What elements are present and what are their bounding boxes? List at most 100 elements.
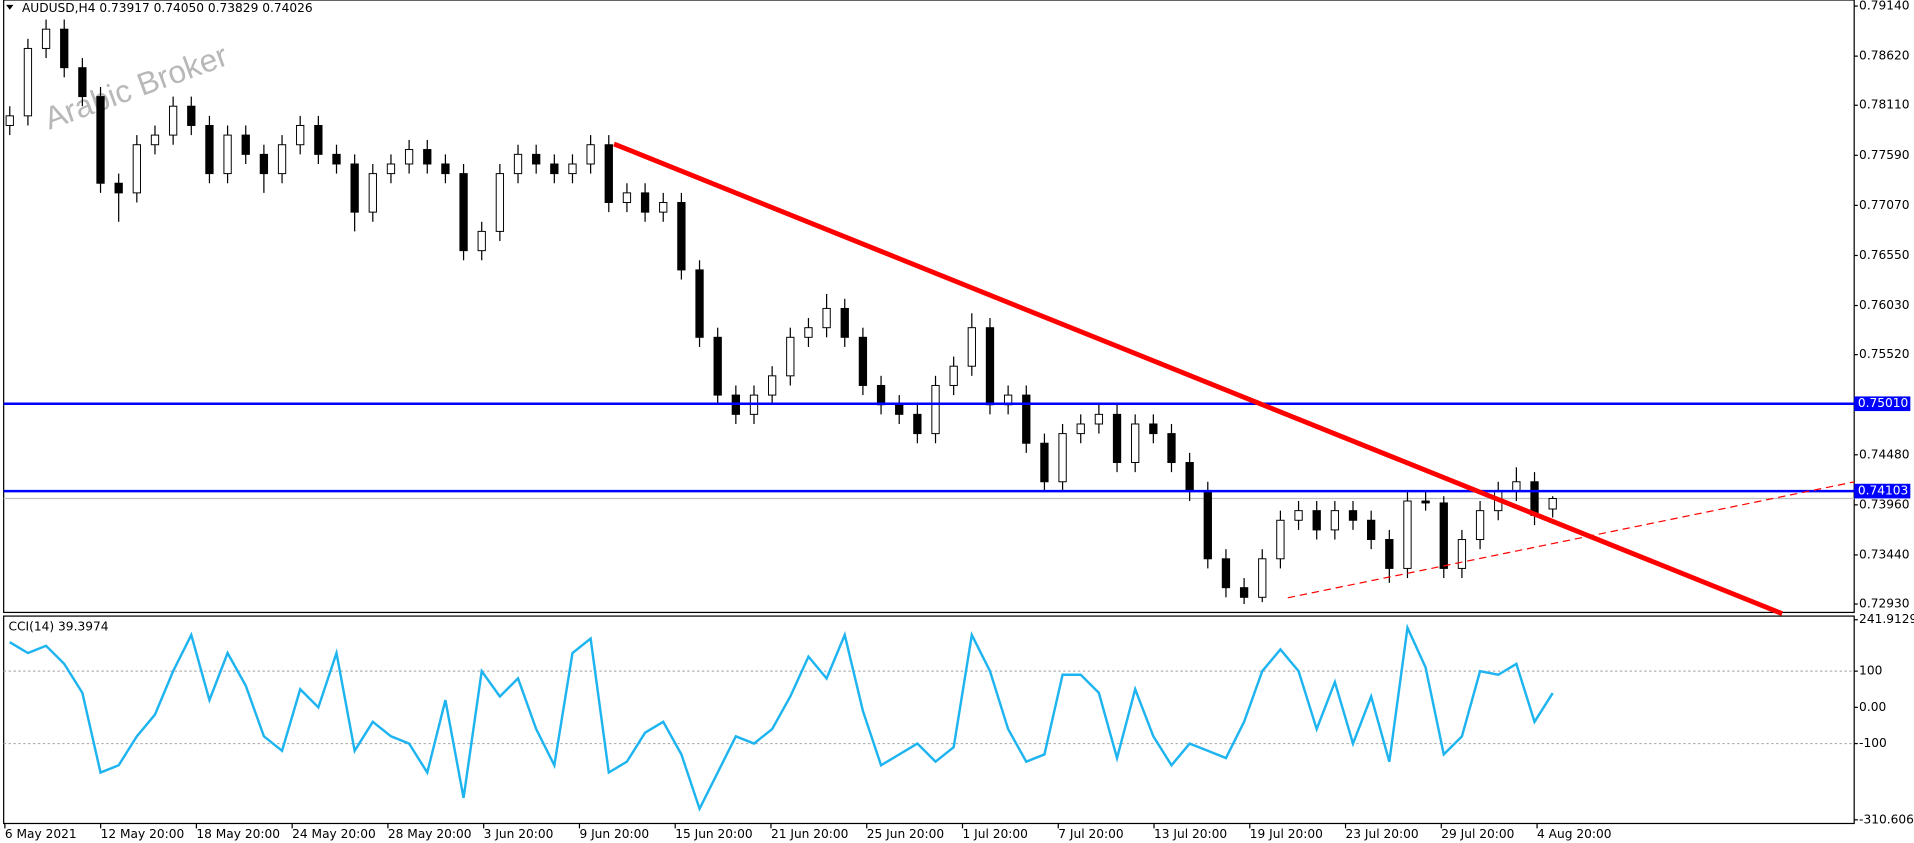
candle-body — [114, 182, 123, 194]
y-tick-label: 0.76550 — [1859, 248, 1909, 262]
candle-body — [1239, 587, 1249, 598]
candle-body — [1149, 423, 1158, 435]
indicator-panel — [3, 615, 1855, 825]
y-tick-label: 0.73960 — [1859, 497, 1909, 511]
candle-body — [931, 384, 940, 435]
y-tick-label: 0.78620 — [1859, 49, 1909, 63]
price-label: 0.75010 — [1858, 396, 1908, 410]
candle-body — [150, 134, 160, 146]
candle-body — [78, 67, 87, 98]
trend-line[interactable] — [613, 141, 1784, 616]
candle-body — [858, 336, 868, 386]
candle-body — [187, 105, 196, 126]
candle-body — [1439, 502, 1448, 569]
y-tick-label: 0.78110 — [1859, 98, 1909, 112]
candle-body — [477, 230, 486, 252]
candle-body — [1330, 510, 1340, 531]
candle-body — [1294, 510, 1303, 521]
candle-body — [132, 144, 141, 194]
candle-body — [386, 163, 396, 175]
candle-body — [259, 153, 269, 175]
candle-body — [60, 28, 69, 69]
support-line[interactable] — [1287, 481, 1855, 599]
y-tick-label: 0.77590 — [1859, 148, 1909, 162]
x-tick-label: 23 Jul 20:00 — [1346, 827, 1419, 841]
candle-body — [876, 384, 886, 406]
x-tick-label: 6 May 2021 — [5, 827, 77, 841]
candle-body — [1475, 510, 1485, 541]
candle-body — [1094, 413, 1104, 425]
candle-body — [513, 153, 523, 175]
candle-body — [1548, 498, 1557, 510]
candle-body — [423, 149, 432, 165]
x-tick-label: 4 Aug 20:00 — [1537, 827, 1611, 841]
candle-body — [5, 115, 14, 126]
candle-body — [1367, 519, 1376, 541]
candle-body — [368, 173, 377, 213]
candle-body — [895, 404, 904, 415]
candle-body — [1312, 510, 1321, 531]
x-tick-label: 7 Jul 20:00 — [1058, 827, 1123, 841]
candle-body — [1276, 519, 1285, 560]
y-tick-label: 0.75520 — [1859, 347, 1909, 361]
x-tick-label: 18 May 20:00 — [196, 827, 280, 841]
candle-body — [622, 192, 632, 203]
candle-body — [459, 173, 468, 252]
candle-body — [1022, 394, 1031, 444]
indicator-title: CCI(14) 39.3974 — [9, 620, 109, 634]
x-tick-label: 3 Jun 20:00 — [484, 827, 554, 841]
candle-body — [568, 163, 577, 175]
price-label-box — [1854, 483, 1911, 499]
candle-body — [1112, 413, 1122, 463]
candle-body — [1040, 442, 1049, 483]
candle-body — [96, 96, 105, 184]
y-tick-label: 0.74480 — [1859, 447, 1909, 461]
candle-body — [586, 144, 595, 165]
candle-body — [1348, 510, 1358, 521]
y-tick-label: 0.76030 — [1859, 298, 1909, 312]
candle-body — [767, 375, 777, 396]
y-tick-label: -310.6061 — [1859, 812, 1914, 826]
candle-body — [241, 134, 250, 155]
x-tick-label: 28 May 20:00 — [388, 827, 472, 841]
candle-body — [350, 163, 359, 213]
price-label: 0.74103 — [1858, 484, 1908, 498]
candle-body — [985, 327, 995, 406]
candle-body — [205, 124, 214, 175]
x-tick-label: 21 Jun 20:00 — [771, 827, 848, 841]
x-tick-label: 19 Jul 20:00 — [1250, 827, 1323, 841]
y-tick-label: 241.9129 — [1859, 612, 1914, 626]
candle-body — [1076, 423, 1085, 435]
candle-body — [677, 202, 686, 271]
x-tick-label: 29 Jul 20:00 — [1441, 827, 1514, 841]
candle-body — [822, 307, 831, 329]
x-tick-label: 13 Jul 20:00 — [1154, 827, 1227, 841]
candle-body — [314, 124, 323, 155]
x-tick-label: 12 May 20:00 — [101, 827, 185, 841]
candle-body — [913, 413, 922, 435]
candle-body — [1167, 433, 1176, 463]
chart-title: AUDUSD,H4 0.73917 0.74050 0.73829 0.7402… — [22, 1, 313, 15]
candle-body — [1385, 539, 1394, 569]
y-tick-label: 0.72930 — [1859, 597, 1909, 611]
price-label-box — [1854, 396, 1911, 412]
plot-area: 0.79140 0.78620 0.78110 0.77590 0.77070 0.765… — [3, 0, 1914, 841]
candle-body — [1421, 500, 1430, 504]
candle-body — [495, 173, 505, 232]
candle-body — [296, 124, 305, 146]
candle-body — [695, 269, 704, 338]
candle-body — [23, 47, 33, 117]
main-panel — [3, 0, 1855, 614]
candle-body — [786, 336, 795, 377]
y-tick-label: 0.73440 — [1859, 547, 1909, 561]
candle-body — [949, 365, 958, 386]
candle-body — [532, 153, 541, 165]
candle-body — [1203, 490, 1212, 560]
x-tick-label: 15 Jun 20:00 — [675, 827, 752, 841]
cci-line — [9, 623, 1554, 812]
candle-body — [332, 153, 341, 165]
menu-triangle[interactable] — [6, 4, 14, 10]
candle-body — [441, 163, 450, 175]
x-tick-label: 24 May 20:00 — [292, 827, 376, 841]
